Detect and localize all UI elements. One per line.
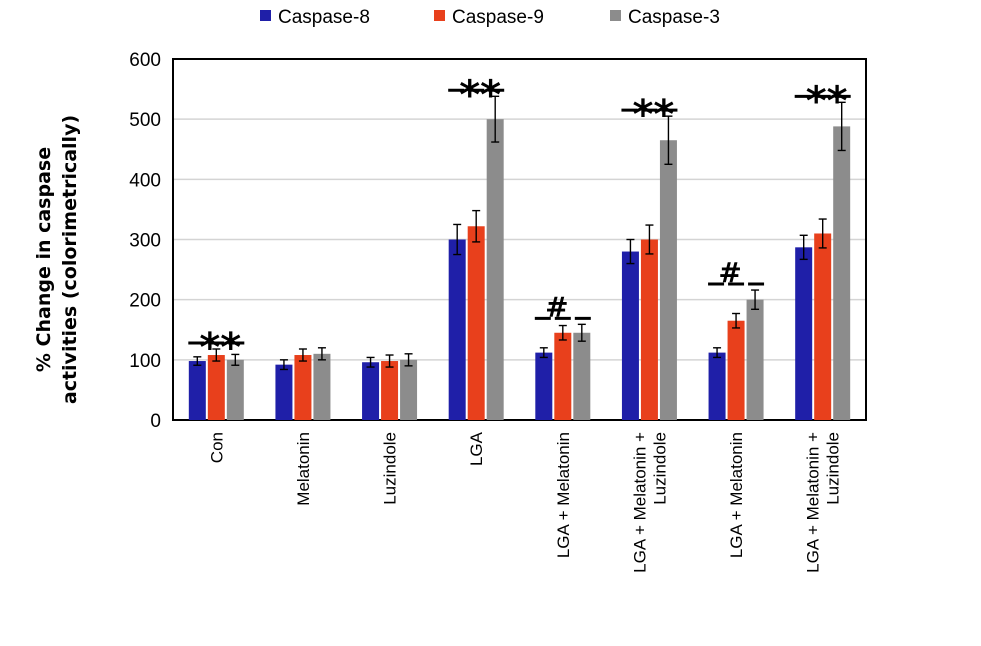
significance-marker: #: [545, 290, 568, 323]
y-tick-label: 200: [129, 291, 161, 312]
y-tick-label: 400: [129, 170, 161, 191]
x-tick-label: LGA + Melatonin +: [804, 432, 823, 573]
x-tick-label: Luzindole: [381, 432, 400, 505]
legend-label: Caspase-8: [278, 7, 370, 28]
x-tick-label: LGA + Melatonin: [554, 432, 573, 558]
bar: [621, 251, 639, 420]
y-tick-label: 300: [129, 231, 161, 252]
bar: [275, 364, 293, 420]
bar: [640, 239, 658, 420]
bar: [554, 332, 572, 420]
x-tick-label: Luzindole: [650, 432, 669, 505]
y-tick-label: 100: [129, 351, 161, 372]
significance-marker: **: [459, 72, 501, 118]
x-tick-label: LGA + Melatonin +: [630, 432, 649, 573]
bar: [448, 239, 466, 420]
y-axis-label: % Change in caspase: [33, 147, 55, 372]
bar: [226, 359, 244, 420]
bar: [659, 140, 677, 420]
bar: [486, 119, 504, 421]
legend-swatch: [610, 10, 621, 21]
significance-marker: #: [718, 256, 741, 289]
bar: [833, 126, 851, 421]
x-tick-label: LGA: [467, 431, 486, 466]
bar: [573, 332, 591, 420]
x-tick-label: Luzindole: [824, 432, 843, 505]
bar: [814, 233, 832, 420]
bar: [400, 359, 418, 420]
legend-swatch: [260, 10, 271, 21]
x-tick-label: Melatonin: [294, 432, 313, 506]
x-tick-label: LGA + Melatonin: [727, 432, 746, 558]
significance-marker: **: [806, 78, 848, 124]
bar: [381, 361, 399, 420]
y-tick-label: 600: [129, 50, 161, 71]
legend-swatch: [434, 10, 445, 21]
bar: [727, 320, 745, 420]
legend-label: Caspase-9: [452, 7, 544, 28]
y-axis-label: activities (colorimetrically): [59, 115, 81, 404]
significance-marker: **: [199, 325, 241, 371]
bar: [207, 355, 225, 420]
legend-label: Caspase-3: [628, 7, 720, 28]
y-tick-label: 0: [150, 411, 161, 432]
x-tick-label: Con: [207, 432, 226, 463]
bar: [188, 361, 206, 420]
bar: [795, 247, 813, 420]
bar: [708, 352, 726, 420]
bar: [535, 352, 553, 420]
bar: [467, 226, 485, 420]
plot-frame: [172, 58, 867, 421]
significance-marker: **: [633, 92, 675, 138]
bar: [294, 355, 312, 420]
bar: [362, 362, 380, 420]
bar: [313, 353, 331, 420]
bar: [746, 299, 764, 420]
y-tick-label: 500: [129, 110, 161, 131]
